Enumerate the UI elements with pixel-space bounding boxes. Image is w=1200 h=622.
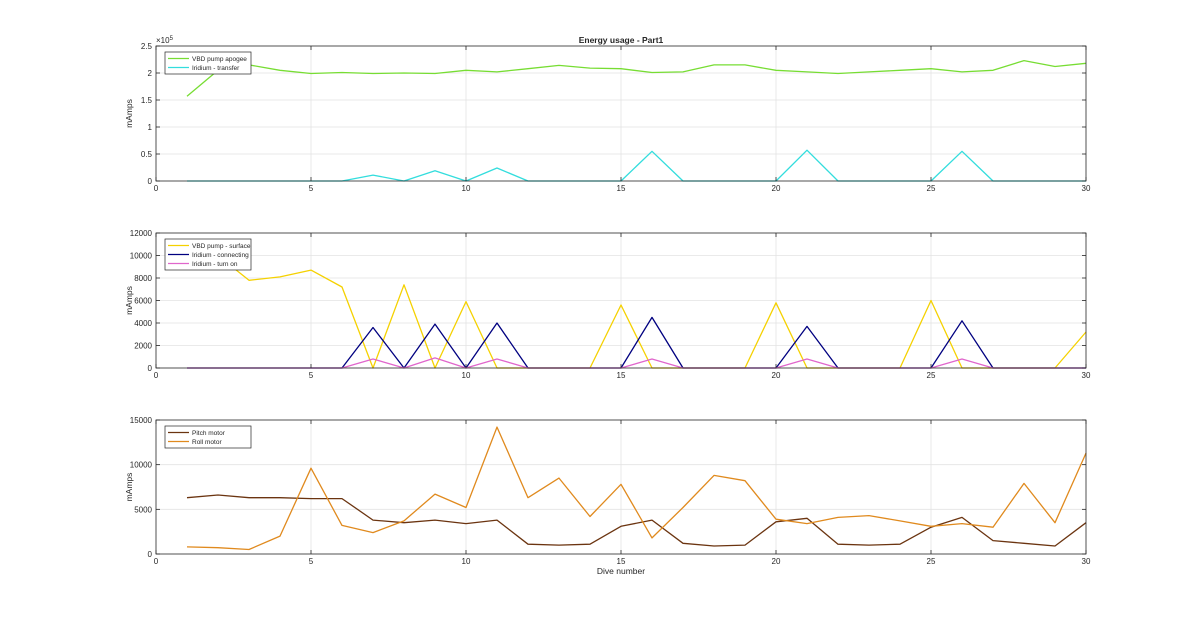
y-tick-label: 5000	[134, 505, 152, 514]
x-tick-label: 25	[927, 371, 936, 380]
x-tick-label: 30	[1082, 557, 1091, 566]
legend-entry: Iridium - turn on	[192, 261, 238, 268]
x-tick-label: 0	[154, 371, 159, 380]
series-line-1-1	[186, 59, 1087, 97]
series-line-3-2	[186, 426, 1087, 551]
y-tick-label: 2	[148, 69, 153, 78]
y-tick-label: 2.5	[141, 42, 153, 51]
y-tick-label: 1.5	[141, 96, 153, 105]
y-axis-label: mAmps	[124, 286, 134, 315]
x-tick-label: 30	[1082, 371, 1091, 380]
y-axis-label: mAmps	[124, 473, 134, 502]
chart-title: Energy usage - Part1	[579, 35, 664, 45]
x-tick-label: 20	[772, 371, 781, 380]
legend-entry: VBD pump apogee	[192, 56, 247, 63]
x-tick-label: 20	[772, 184, 781, 193]
y-axis-label: mAmps	[124, 99, 134, 128]
x-tick-label: 0	[154, 184, 159, 193]
x-tick-label: 0	[154, 557, 159, 566]
y-tick-label: 10000	[130, 252, 153, 261]
y-tick-label: 12000	[130, 229, 153, 238]
y-exponent-label: ×105	[156, 36, 174, 45]
y-tick-label: 10000	[130, 461, 153, 470]
y-tick-label: 0.5	[141, 150, 153, 159]
x-tick-label: 10	[462, 371, 471, 380]
x-tick-label: 25	[927, 184, 936, 193]
x-tick-label: 20	[772, 557, 781, 566]
x-tick-label: 10	[462, 184, 471, 193]
x-tick-label: 15	[617, 184, 626, 193]
chart-panel-3: 0 5 10 15 20 25 30 0 5000 10000 15000 mAmps Dive num…	[124, 416, 1091, 576]
y-tick-label: 0	[148, 177, 153, 186]
x-tick-label: 15	[617, 371, 626, 380]
x-tick-label: 5	[309, 557, 314, 566]
series-line-1-2	[187, 149, 1086, 182]
chart-panel-2: 0 5 10 15 20 25 30 0 2000 4000 6000 8000 10000 12000 m…	[124, 229, 1091, 380]
series-line-3-1	[186, 494, 1087, 547]
legend-box	[164, 51, 252, 75]
y-tick-label: 2000	[134, 342, 152, 351]
chart-panel-1: 0 5 10 15 20 25 30 0 0.5 1 1.5 2 2.5×105 Energy usage…	[124, 35, 1091, 193]
legend: Pitch motor Roll motor	[164, 425, 252, 449]
y-tick-label: 8000	[134, 274, 152, 283]
y-tick-label: 6000	[134, 297, 152, 306]
legend-entry: Iridium - transfer	[192, 65, 240, 72]
legend-entry: Roll motor	[192, 439, 222, 446]
y-tick-label: 15000	[130, 416, 153, 425]
y-exponent-power: 5	[170, 36, 174, 42]
y-tick-label: 4000	[134, 319, 152, 328]
x-tick-label: 25	[927, 557, 936, 566]
y-tick-label: 1	[148, 123, 153, 132]
legend-box	[164, 425, 252, 449]
legend: VBD pump - surface Iridium - connecting Ir…	[164, 238, 252, 271]
series-line-2-3	[187, 357, 1086, 369]
legend-entry: Iridium - connecting	[192, 252, 249, 259]
x-tick-label: 5	[309, 184, 314, 193]
x-tick-label: 10	[462, 557, 471, 566]
legend-entry: VBD pump - surface	[192, 243, 251, 250]
series-line-2-2	[187, 316, 1086, 369]
x-axis-label: Dive number	[597, 566, 645, 576]
x-tick-label: 30	[1082, 184, 1091, 193]
y-tick-label: 0	[148, 364, 153, 373]
legend: VBD pump apogee Iridium - transfer	[164, 51, 252, 75]
y-tick-label: 0	[148, 550, 153, 559]
legend-entry: Pitch motor	[192, 430, 226, 437]
series-line-2-1	[187, 254, 1087, 369]
x-tick-label: 15	[617, 557, 626, 566]
x-tick-label: 5	[309, 371, 314, 380]
